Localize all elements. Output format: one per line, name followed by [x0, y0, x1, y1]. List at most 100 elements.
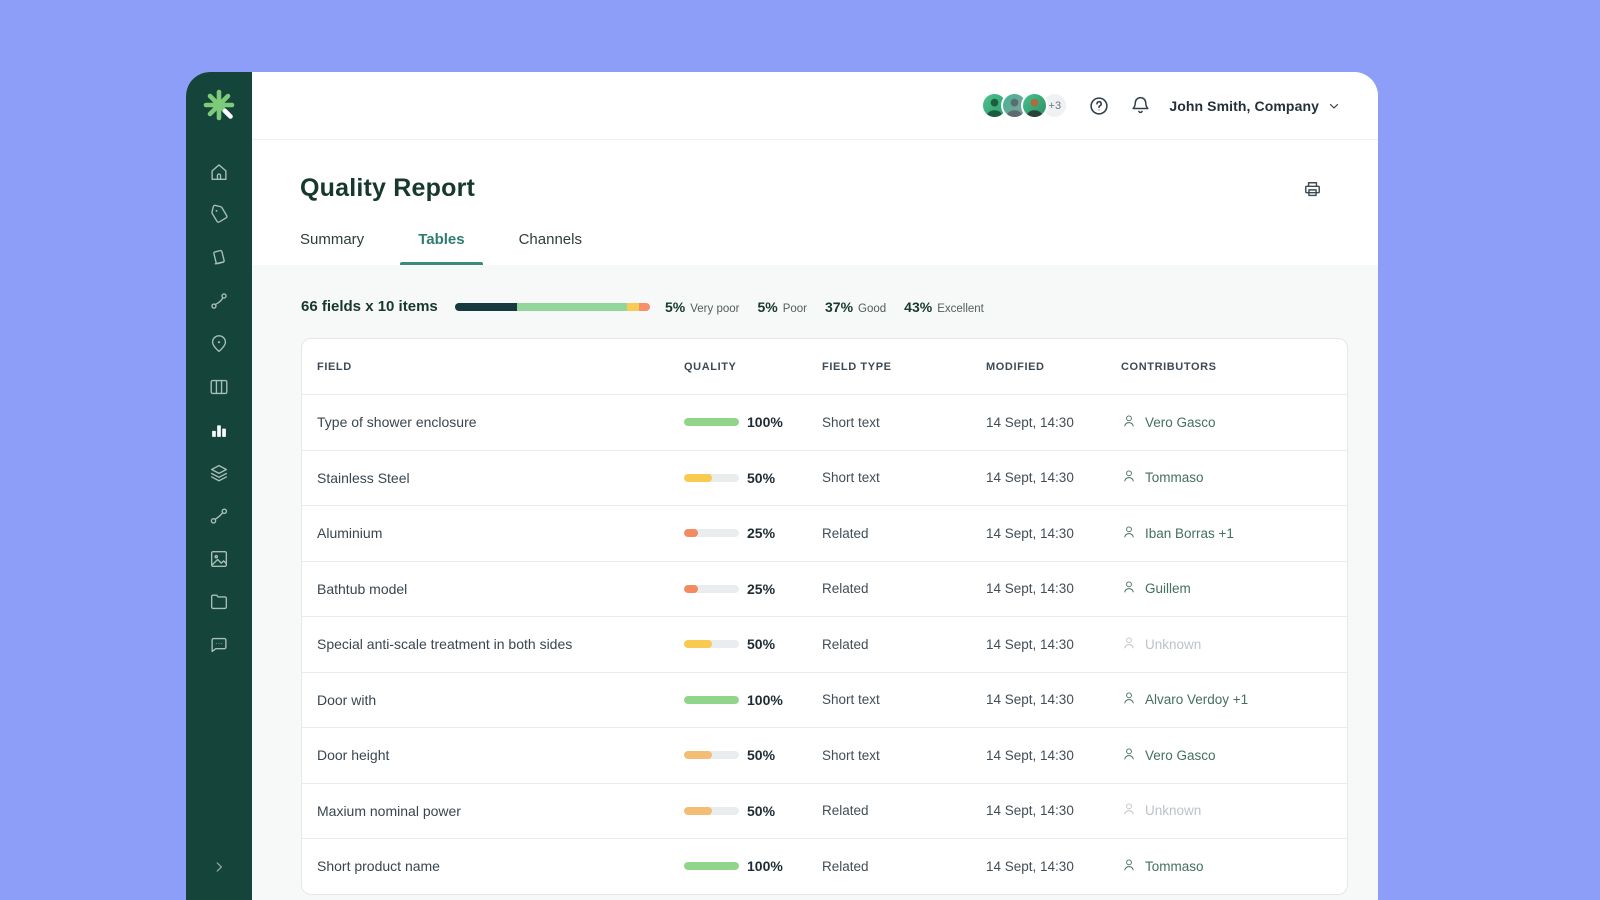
contributor-name: Unknown	[1145, 636, 1202, 652]
tab-summary[interactable]: Summary	[300, 231, 365, 248]
quality-bar-track	[684, 806, 739, 815]
table-row[interactable]: Door height 50% Short text 14 Sept, 14:30 Ve…	[302, 727, 1347, 783]
quality-bar-fill	[684, 473, 712, 482]
link-icon[interactable]	[186, 494, 252, 537]
user-menu[interactable]: John Smith, Company	[1169, 98, 1340, 114]
quality-stats-row: 66 fields x 10 items 5% Very poor 5% Poo…	[301, 298, 1348, 315]
location-pin-icon[interactable]	[186, 322, 252, 365]
tab-tables[interactable]: Tables	[400, 231, 484, 265]
app-window: +3 John Smith, Company Quality Report Su…	[186, 72, 1378, 900]
contributor-cell[interactable]: Unknown	[1121, 635, 1347, 654]
sidebar-collapse-chevron-right-icon[interactable]	[186, 850, 252, 884]
column-header-modified: Modified	[986, 360, 1045, 373]
chat-icon[interactable]	[186, 623, 252, 666]
field-name: Bathtub model	[317, 580, 408, 597]
printer-icon[interactable]	[1303, 180, 1322, 204]
field-type: Related	[822, 581, 869, 597]
tab-channels[interactable]: Channels	[518, 231, 582, 248]
quality-segment-excellent	[455, 302, 518, 311]
quality-segment-very-poor	[639, 302, 650, 311]
field-name: Door height	[317, 747, 390, 764]
field-type: Short text	[822, 414, 880, 430]
modified-date: 14 Sept, 14:30	[986, 636, 1074, 652]
quality-bar-fill	[684, 751, 712, 760]
table-row[interactable]: Door with 100% Short text 14 Sept, 14:30 Alv…	[302, 671, 1347, 728]
quality-percent: 50%	[747, 747, 776, 764]
avatar-group[interactable]: +3	[981, 92, 1069, 119]
quality-percent: 50%	[747, 636, 776, 653]
person-icon	[1121, 635, 1137, 654]
table-row[interactable]: Maxium nominal power 50% Related 14 Sept, 1…	[302, 782, 1347, 839]
quality-bar-fill	[684, 806, 712, 815]
sidebar-nav	[186, 150, 252, 666]
table-row[interactable]: Short product name 100% Related 14 Sept, 14…	[302, 838, 1347, 894]
content-area: 66 fields x 10 items 5% Very poor 5% Poo…	[252, 265, 1378, 900]
home-icon[interactable]	[186, 150, 252, 193]
layers-icon[interactable]	[186, 451, 252, 494]
table-row[interactable]: Type of shower enclosure 100% Short text 14…	[302, 394, 1347, 450]
contributor-cell[interactable]: Tommaso	[1121, 468, 1347, 487]
topbar: +3 John Smith, Company	[252, 72, 1378, 140]
quality-percent: 100%	[747, 858, 783, 875]
table-row[interactable]: Special anti-scale treatment in both sid…	[302, 616, 1347, 672]
quality-bar-fill	[684, 862, 739, 871]
field-name: Door with	[317, 691, 377, 708]
fields-table-card: Field Quality Field type Modified Contri…	[301, 338, 1348, 895]
person-icon	[1121, 468, 1137, 487]
person-icon	[1121, 801, 1137, 820]
bar-chart-icon[interactable]	[186, 408, 252, 451]
help-icon[interactable]	[1088, 95, 1110, 117]
modified-date: 14 Sept, 14:30	[986, 858, 1074, 874]
cards-icon[interactable]	[186, 236, 252, 279]
avatar-overflow-badge[interactable]: +3	[1041, 92, 1069, 119]
column-header-contributors: Contributors	[1121, 360, 1217, 373]
tab-bar: Summary Tables Channels	[252, 231, 1378, 265]
columns-icon[interactable]	[186, 365, 252, 408]
quality-cell: 100%	[684, 692, 822, 708]
quality-bar-fill	[684, 640, 712, 649]
quality-distribution-bar	[455, 302, 650, 311]
contributor-cell[interactable]: Alvaro Verdoy +1	[1121, 690, 1347, 709]
contributor-name: Tommaso	[1145, 858, 1204, 874]
title-row: Quality Report	[252, 140, 1378, 204]
field-name: Maxium nominal power	[317, 802, 461, 819]
contributor-cell[interactable]: Unknown	[1121, 801, 1347, 820]
legend-excellent: 43% Excellent	[904, 298, 984, 315]
modified-date: 14 Sept, 14:30	[986, 470, 1074, 486]
field-name: Short product name	[317, 858, 440, 875]
quality-percent: 50%	[747, 469, 776, 486]
contributor-name: Iban Borras +1	[1145, 525, 1234, 541]
quality-percent: 25%	[747, 525, 776, 542]
contributor-cell[interactable]: Guillem	[1121, 579, 1347, 598]
table-row[interactable]: Stainless Steel 50% Short text 14 Sept, 14:…	[302, 449, 1347, 506]
contributor-cell[interactable]: Vero Gasco	[1121, 413, 1347, 432]
contributor-cell[interactable]: Vero Gasco	[1121, 746, 1347, 765]
asterisk-logo[interactable]	[202, 88, 236, 122]
table-row[interactable]: Bathtub model 25% Related 14 Sept, 14:30 Gui…	[302, 560, 1347, 617]
avatar[interactable]	[1021, 92, 1049, 119]
contributor-cell[interactable]: Iban Borras +1	[1121, 524, 1347, 543]
quality-bar-track	[684, 584, 739, 593]
table-row[interactable]: Aluminium 25% Related 14 Sept, 14:30 Iban Bo…	[302, 505, 1347, 561]
main-area: +3 John Smith, Company Quality Report Su…	[252, 72, 1378, 900]
quality-cell: 50%	[684, 470, 822, 486]
folder-icon[interactable]	[186, 580, 252, 623]
person-icon	[1121, 524, 1137, 543]
contributor-cell[interactable]: Tommaso	[1121, 857, 1347, 876]
quality-legend: 5% Very poor 5% Poor 37% Good 43% Excell…	[665, 299, 984, 315]
quality-bar-fill	[684, 418, 739, 427]
field-name: Aluminium	[317, 525, 383, 542]
tag-icon[interactable]	[186, 193, 252, 236]
modified-date: 14 Sept, 14:30	[986, 803, 1074, 819]
bell-icon[interactable]	[1130, 95, 1151, 116]
person-icon	[1121, 746, 1137, 765]
branch-icon[interactable]	[186, 279, 252, 322]
modified-date: 14 Sept, 14:30	[986, 525, 1074, 541]
quality-percent: 100%	[747, 414, 783, 431]
quality-bar-fill	[684, 584, 698, 593]
person-icon	[1121, 413, 1137, 432]
modified-date: 14 Sept, 14:30	[986, 692, 1074, 708]
image-icon[interactable]	[186, 537, 252, 580]
field-name: Type of shower enclosure	[317, 414, 477, 431]
quality-bar-track	[684, 473, 739, 482]
